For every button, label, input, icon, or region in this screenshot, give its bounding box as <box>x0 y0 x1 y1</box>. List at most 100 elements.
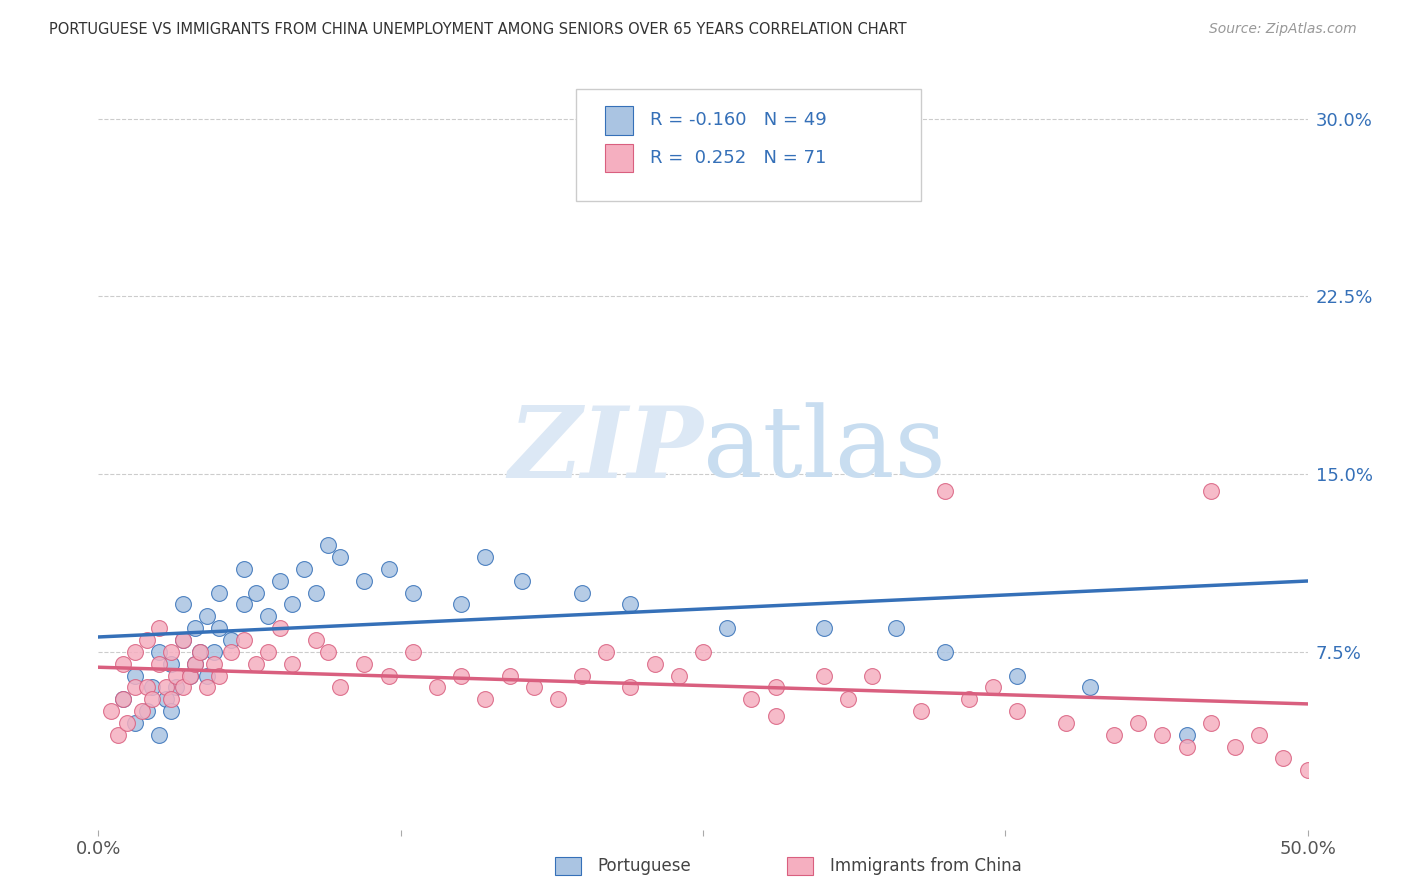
Point <box>172 633 194 648</box>
Point <box>135 704 157 718</box>
Point <box>813 621 835 635</box>
Point <box>184 657 207 671</box>
Point <box>245 657 267 671</box>
Point <box>107 728 129 742</box>
Point <box>148 621 170 635</box>
Text: Source: ZipAtlas.com: Source: ZipAtlas.com <box>1209 22 1357 37</box>
Point <box>292 562 315 576</box>
Point <box>141 681 163 695</box>
Point <box>184 621 207 635</box>
Point <box>100 704 122 718</box>
Point <box>934 645 956 659</box>
Point <box>221 645 243 659</box>
Text: R = -0.160   N = 49: R = -0.160 N = 49 <box>650 112 827 129</box>
Point <box>1175 739 1198 754</box>
Point <box>353 574 375 588</box>
Point <box>329 681 352 695</box>
Point <box>160 645 183 659</box>
Point <box>510 574 533 588</box>
Point <box>148 728 170 742</box>
Point <box>716 621 738 635</box>
Point <box>111 657 134 671</box>
Point <box>155 692 177 706</box>
Point <box>402 585 425 599</box>
Point <box>155 681 177 695</box>
Point <box>221 633 243 648</box>
Point <box>305 585 328 599</box>
Point <box>934 483 956 498</box>
Point <box>619 681 641 695</box>
Point <box>981 681 1004 695</box>
Point <box>117 715 139 730</box>
Point <box>148 657 170 671</box>
Point <box>124 645 146 659</box>
Point <box>1175 728 1198 742</box>
Point <box>1152 728 1174 742</box>
Point <box>957 692 980 706</box>
Point <box>644 657 666 671</box>
Point <box>692 123 714 137</box>
Point <box>474 550 496 565</box>
Point <box>1199 483 1222 498</box>
Point <box>765 708 787 723</box>
Text: Portuguese: Portuguese <box>598 857 692 875</box>
Point <box>886 621 908 635</box>
Point <box>316 538 339 552</box>
Point <box>269 574 291 588</box>
Point <box>135 633 157 648</box>
Text: PORTUGUESE VS IMMIGRANTS FROM CHINA UNEMPLOYMENT AMONG SENIORS OVER 65 YEARS COR: PORTUGUESE VS IMMIGRANTS FROM CHINA UNEM… <box>49 22 907 37</box>
Point <box>160 692 183 706</box>
Point <box>232 633 254 648</box>
Point <box>377 562 399 576</box>
Point <box>148 645 170 659</box>
Point <box>208 668 231 682</box>
Point <box>135 681 157 695</box>
Point <box>1128 715 1150 730</box>
Point <box>208 585 231 599</box>
Point <box>329 550 352 565</box>
Point <box>402 645 425 659</box>
Point <box>245 585 267 599</box>
Point <box>172 681 194 695</box>
Point <box>474 692 496 706</box>
Point <box>765 681 787 695</box>
Point <box>256 645 278 659</box>
Point <box>1007 668 1029 682</box>
Point <box>160 704 183 718</box>
Point <box>668 668 690 682</box>
Point <box>124 681 146 695</box>
Point <box>188 645 211 659</box>
Point <box>131 704 153 718</box>
Point <box>353 657 375 671</box>
Point <box>232 562 254 576</box>
Point <box>523 681 546 695</box>
Text: Immigrants from China: Immigrants from China <box>830 857 1021 875</box>
Point <box>450 668 472 682</box>
Point <box>740 692 762 706</box>
Point <box>281 657 304 671</box>
Point <box>450 598 472 612</box>
Point <box>281 598 304 612</box>
Point <box>1272 751 1295 765</box>
Point <box>179 668 201 682</box>
Text: ZIP: ZIP <box>508 402 703 499</box>
Point <box>195 668 218 682</box>
Point <box>692 645 714 659</box>
Point <box>1054 715 1077 730</box>
Point <box>232 598 254 612</box>
Point <box>124 668 146 682</box>
Point <box>1102 728 1125 742</box>
Point <box>1249 728 1271 742</box>
Point <box>195 609 218 624</box>
Point <box>256 609 278 624</box>
Point <box>165 668 187 682</box>
Point <box>111 692 134 706</box>
Point <box>269 621 291 635</box>
Point <box>813 668 835 682</box>
Point <box>1078 681 1101 695</box>
Point <box>188 645 211 659</box>
Point <box>1296 764 1319 778</box>
Point <box>619 598 641 612</box>
Point <box>141 692 163 706</box>
Point <box>837 692 859 706</box>
